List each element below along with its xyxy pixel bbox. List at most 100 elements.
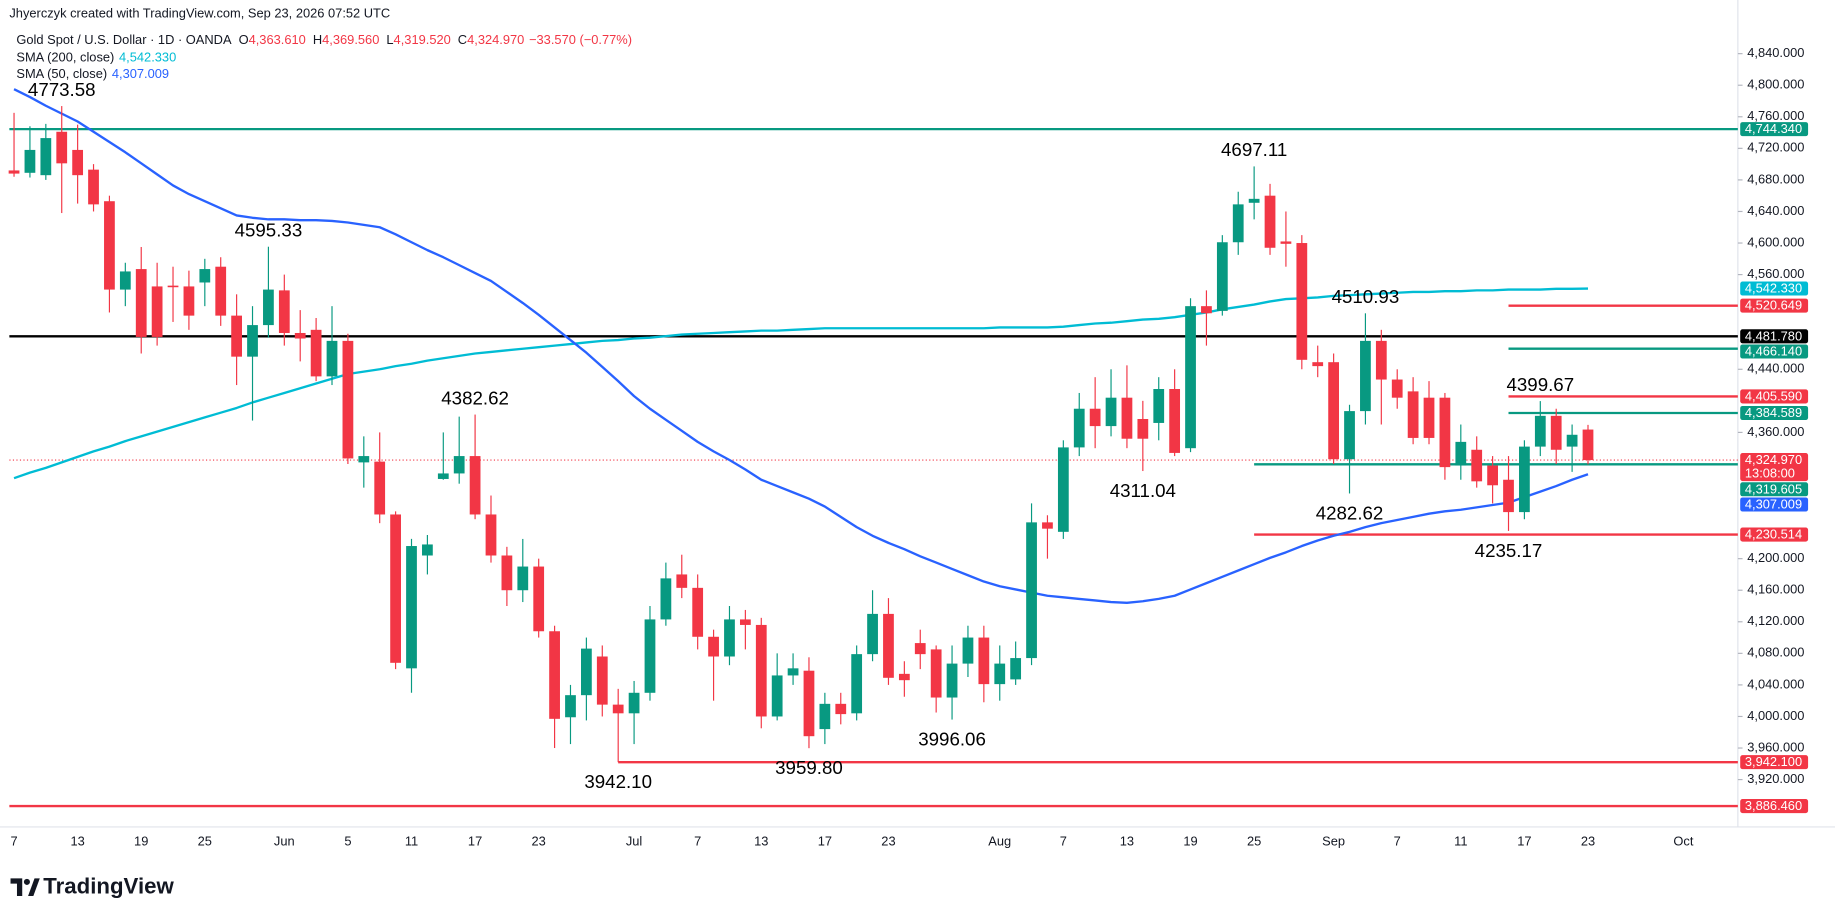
candle-body xyxy=(1360,340,1371,412)
candle-body xyxy=(628,692,640,714)
candle-body xyxy=(978,637,990,685)
price-tag xyxy=(1740,122,1809,137)
price-tag-label: 4,384.589 xyxy=(1745,405,1802,420)
price-tag-label: 4,542.330 xyxy=(1745,281,1802,296)
candle-body xyxy=(1169,389,1181,453)
candle-body xyxy=(883,613,894,678)
candle-body xyxy=(581,648,592,696)
x-tick-label: 11 xyxy=(1454,834,1467,849)
candle-body xyxy=(1280,241,1292,244)
ohlc-key: C xyxy=(458,32,467,47)
candle-body xyxy=(644,619,656,693)
candle-body xyxy=(1328,362,1340,460)
x-tick-label: 17 xyxy=(1517,834,1531,849)
price-tag xyxy=(1740,799,1809,814)
annotation: 3942.10 xyxy=(584,771,652,792)
price-tag xyxy=(1740,389,1809,404)
candle-body xyxy=(533,566,545,632)
logo-text: TradingView xyxy=(43,874,174,899)
candle-body xyxy=(310,329,322,377)
y-tick-label: 3,960.000 xyxy=(1747,739,1804,754)
y-tick-label: 4,640.000 xyxy=(1747,203,1804,218)
candle-body xyxy=(708,636,719,657)
x-tick-label: Sep xyxy=(1322,834,1345,849)
ohlc-value: 4,324.970 xyxy=(467,32,524,47)
y-tick-label: 3,920.000 xyxy=(1747,771,1804,786)
candle-body xyxy=(549,631,560,719)
candle-body xyxy=(962,637,974,664)
candle-body xyxy=(1185,306,1196,449)
candle-body xyxy=(565,695,576,718)
candle-body xyxy=(56,131,68,164)
y-tick-label: 4,120.000 xyxy=(1747,613,1804,628)
candle-body xyxy=(517,566,529,591)
indicator-legend: SMA (50, close) 4,307.009 xyxy=(16,66,169,81)
x-tick-label: 13 xyxy=(754,834,768,849)
annotation: 4382.62 xyxy=(441,387,509,408)
x-tick-label: 13 xyxy=(70,834,84,849)
ohlc-key: O xyxy=(239,32,249,47)
annotation: 4510.93 xyxy=(1332,286,1400,307)
candle-body xyxy=(1391,379,1403,398)
logo: TradingView xyxy=(10,874,175,899)
ohlc-key: L xyxy=(386,32,393,47)
x-tick-label: 17 xyxy=(468,834,482,849)
candle-body xyxy=(1073,408,1085,448)
candle-body xyxy=(1344,411,1355,460)
x-tick-label: Aug xyxy=(988,834,1011,849)
candle-body xyxy=(390,514,401,663)
candle-body xyxy=(1519,446,1530,513)
annotation: 4399.67 xyxy=(1506,374,1574,395)
candle-body xyxy=(1455,441,1467,466)
price-tag xyxy=(1740,482,1809,497)
candle-body xyxy=(247,325,258,357)
x-tick-label: 19 xyxy=(134,834,148,849)
candle-body xyxy=(676,574,688,588)
ohlc-key: H xyxy=(313,32,322,47)
x-tick-label: 19 xyxy=(1183,834,1197,849)
x-tick-label: Jun xyxy=(274,834,295,849)
candle-body xyxy=(1137,418,1149,439)
candle-body xyxy=(501,555,513,591)
indicator-legend: SMA (200, close) 4,542.330 xyxy=(16,50,176,65)
x-tick-label: Jul xyxy=(626,834,642,849)
candle-body xyxy=(1232,204,1244,243)
candle-body xyxy=(485,514,497,556)
candle-body xyxy=(819,703,831,730)
candle-body xyxy=(1026,522,1037,659)
candle-body xyxy=(1582,429,1594,461)
y-tick-label: 4,760.000 xyxy=(1747,108,1804,123)
candle-body xyxy=(1503,479,1514,513)
annotation: 4235.17 xyxy=(1475,540,1543,561)
candle-body xyxy=(1121,397,1133,439)
price-tag xyxy=(1740,453,1809,482)
x-tick-label: Oct xyxy=(1673,834,1693,849)
candle-body xyxy=(8,170,20,174)
change-value: −33.570 (−0.77%) xyxy=(529,32,632,47)
ohlc-value: 4,319.520 xyxy=(394,32,451,47)
x-tick-label: 25 xyxy=(1247,834,1261,849)
candle-body xyxy=(867,613,878,655)
x-tick-label: 13 xyxy=(1120,834,1134,849)
candle-body xyxy=(914,643,926,655)
price-tag-countdown: 13:08:00 xyxy=(1745,465,1795,480)
candle-body xyxy=(755,624,767,717)
y-tick-label: 4,680.000 xyxy=(1747,171,1804,186)
x-tick-label: 17 xyxy=(818,834,832,849)
price-tag xyxy=(1740,281,1809,296)
candle-body xyxy=(1042,522,1053,529)
candle-body xyxy=(739,619,751,625)
x-tick-label: 7 xyxy=(1060,834,1067,849)
candle-body xyxy=(342,340,354,459)
indicator-name: SMA (200, close) xyxy=(16,50,114,65)
candle-body xyxy=(422,544,433,556)
candle-body xyxy=(771,675,783,717)
candle-body xyxy=(437,473,449,479)
ohlc-value: 4,363.610 xyxy=(249,32,306,47)
ohlc-value: 4,369.560 xyxy=(322,32,379,47)
indicator-value: 4,307.009 xyxy=(112,66,169,81)
indicator-value: 4,542.330 xyxy=(119,50,176,65)
sma-line xyxy=(13,88,1589,605)
price-tag-label: 4,307.009 xyxy=(1745,496,1802,511)
